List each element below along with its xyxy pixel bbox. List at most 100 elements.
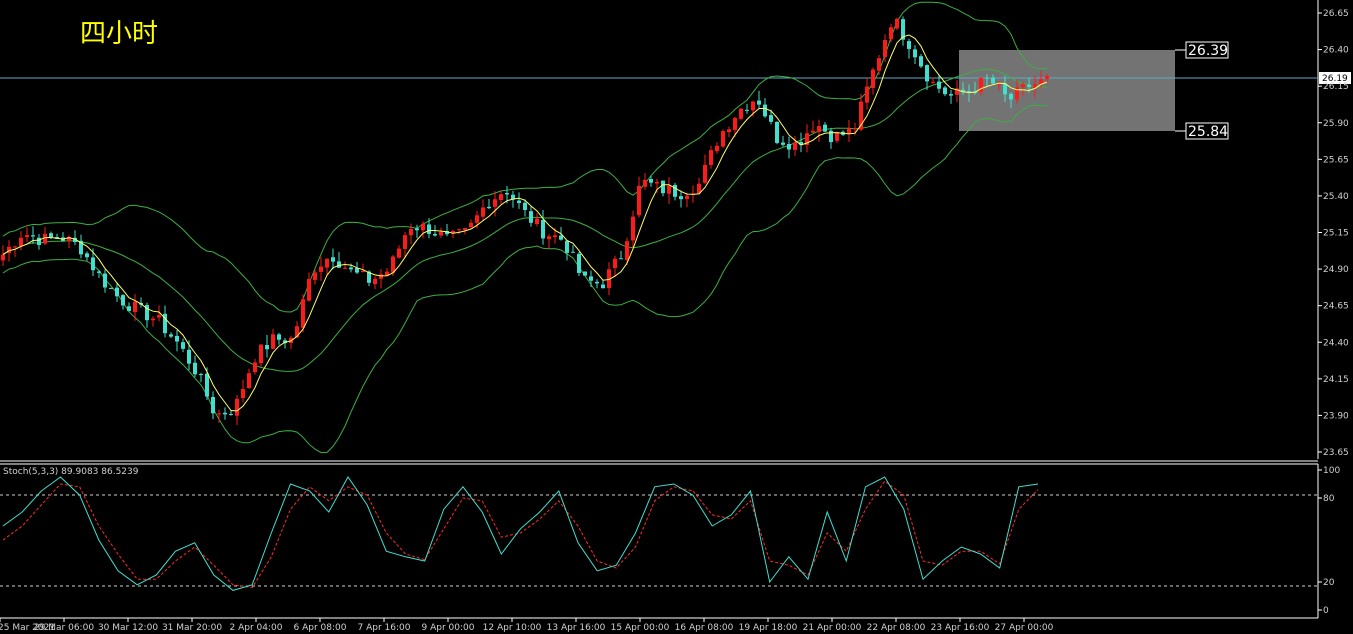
- price-tick-label: 24.65: [1323, 302, 1349, 312]
- stoch-tick-label: 80: [1323, 494, 1335, 504]
- candle-body: [169, 334, 173, 337]
- candle-body: [199, 374, 203, 376]
- candle: [685, 192, 689, 208]
- moving-average-line: [2, 34, 1048, 412]
- candle-body: [85, 253, 89, 258]
- candle: [619, 251, 623, 260]
- candle-body: [685, 195, 689, 199]
- candle-body: [7, 246, 11, 254]
- candle: [241, 379, 245, 403]
- time-tick-label: 6 Apr 08:00: [294, 623, 347, 633]
- candle: [259, 344, 263, 367]
- candle-body: [475, 215, 479, 223]
- candle-body: [655, 181, 659, 184]
- candle: [679, 190, 683, 208]
- candle-body: [709, 150, 713, 165]
- candle-body: [985, 77, 989, 79]
- candle: [217, 409, 221, 423]
- candle: [637, 176, 641, 218]
- candle-body: [211, 397, 215, 414]
- candle: [931, 77, 935, 84]
- candle-body: [25, 235, 29, 238]
- candle: [1009, 92, 1013, 109]
- current-price-tag: [1319, 72, 1351, 84]
- candle: [247, 368, 251, 389]
- candle: [253, 358, 257, 375]
- candle: [721, 129, 725, 149]
- candle-body: [1039, 79, 1043, 85]
- candle: [535, 213, 539, 227]
- candle-body: [295, 326, 299, 338]
- candle-body: [805, 133, 809, 146]
- price-tick-label: 25.90: [1323, 119, 1349, 129]
- candle-body: [649, 179, 653, 183]
- candle-body: [1021, 84, 1025, 88]
- candle-body: [715, 145, 719, 152]
- current-price-label: 26.19: [1322, 74, 1348, 84]
- candle: [823, 121, 827, 133]
- candle: [223, 407, 227, 420]
- price-tick-label: 26.40: [1323, 46, 1349, 56]
- candle: [799, 132, 803, 153]
- zone-upper-label: 26.39: [1188, 43, 1228, 59]
- candle: [907, 38, 911, 59]
- candle: [415, 224, 419, 238]
- candle-body: [955, 88, 959, 95]
- candle-body: [829, 130, 833, 143]
- candle: [229, 410, 233, 416]
- time-tick-label: 27 Apr 00:00: [995, 623, 1054, 633]
- candle-body: [103, 273, 107, 288]
- candle-body: [361, 270, 365, 273]
- candle: [493, 191, 497, 217]
- price-tick-label: 24.40: [1323, 338, 1349, 348]
- candle: [949, 89, 953, 104]
- candle-body: [1009, 93, 1013, 100]
- candle: [661, 180, 665, 197]
- candle: [421, 221, 425, 239]
- candle-body: [43, 233, 47, 244]
- candle: [781, 135, 785, 147]
- candle-body: [397, 248, 401, 258]
- candle-body: [673, 184, 677, 197]
- candle: [961, 82, 965, 95]
- candle-body: [253, 362, 257, 373]
- candle-body: [337, 261, 341, 268]
- candle-body: [781, 142, 785, 145]
- candle-body: [589, 276, 593, 281]
- candle-body: [667, 185, 671, 194]
- candle-body: [499, 194, 503, 201]
- candle-body: [601, 284, 605, 289]
- candle: [811, 120, 815, 133]
- candle: [115, 283, 119, 302]
- candle-body: [907, 41, 911, 49]
- candle-body: [991, 77, 995, 84]
- candle-body: [823, 124, 827, 132]
- candle-body: [925, 65, 929, 82]
- candle-body: [151, 318, 155, 321]
- candle: [745, 103, 749, 114]
- candle: [397, 245, 401, 259]
- candle-body: [889, 27, 893, 40]
- candle: [565, 240, 569, 261]
- candle-body: [853, 128, 857, 130]
- candle: [901, 16, 905, 46]
- candle-body: [319, 266, 323, 272]
- candle-body: [73, 237, 77, 243]
- candle-body: [163, 313, 167, 334]
- candle: [133, 294, 137, 321]
- candle-body: [379, 274, 383, 279]
- candle: [457, 228, 461, 235]
- candle: [1033, 76, 1037, 98]
- candle-body: [553, 235, 557, 238]
- candle-body: [817, 126, 821, 132]
- candle-body: [313, 272, 317, 281]
- candle: [643, 172, 647, 190]
- candle-body: [457, 229, 461, 231]
- candle-body: [187, 349, 191, 364]
- candle-body: [271, 334, 275, 349]
- candle-body: [979, 77, 983, 93]
- candle-body: [661, 180, 665, 194]
- candle-body: [229, 414, 233, 416]
- price-zone-box[interactable]: [959, 50, 1175, 131]
- candle-body: [523, 202, 527, 211]
